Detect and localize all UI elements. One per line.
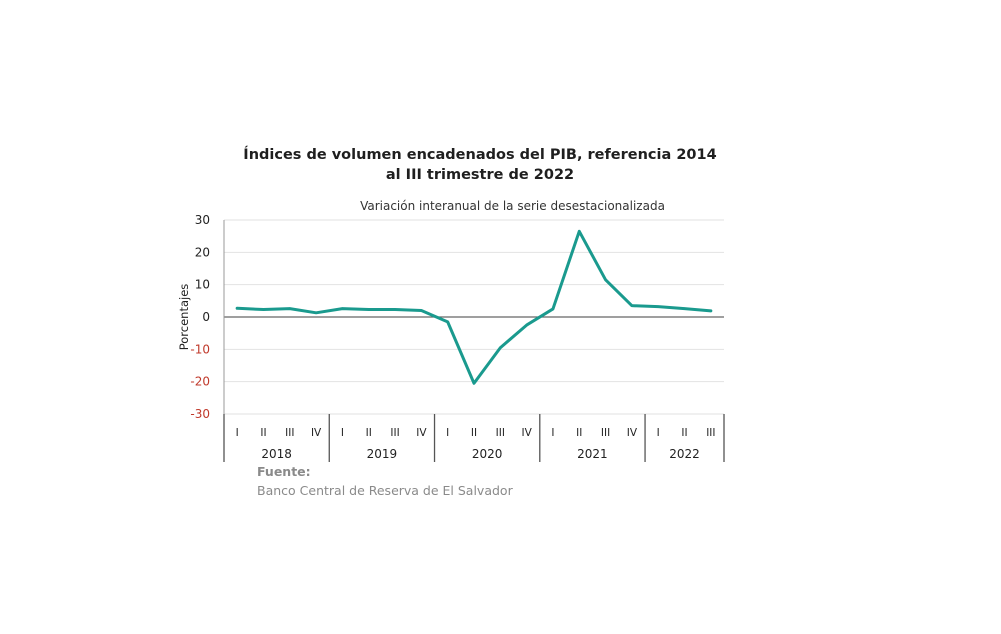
y-axis-label: Porcentajes: [177, 284, 191, 351]
data-point: [657, 305, 660, 308]
chart-title: Índices de volumen encadenados del PIB, …: [243, 147, 717, 163]
data-point: [472, 382, 476, 385]
data-point: [709, 309, 713, 313]
data-point: [525, 323, 528, 327]
y-tick-label: -30: [190, 407, 210, 421]
x-tick-label: IV: [521, 427, 532, 439]
series-line: [235, 229, 713, 385]
x-tick-label: II: [260, 427, 266, 439]
source-label: Fuente:: [257, 464, 311, 479]
x-tick-label: III: [390, 427, 399, 439]
x-tick-label: IV: [627, 427, 638, 439]
year-label: 2018: [261, 447, 292, 461]
data-point: [235, 307, 239, 310]
data-point: [262, 308, 265, 311]
data-point: [499, 346, 502, 349]
year-label: 2019: [367, 447, 398, 461]
x-tick-label: I: [657, 427, 660, 439]
x-tick-label: IV: [416, 427, 427, 439]
data-point: [393, 308, 397, 311]
y-tick-label: 10: [195, 278, 210, 292]
y-tick-label: 30: [195, 213, 210, 227]
year-label: 2022: [669, 447, 700, 461]
x-tick-label: II: [366, 427, 372, 439]
x-tick-label: I: [446, 427, 449, 439]
y-tick-label: -10: [190, 342, 210, 356]
y-tick-label: -20: [190, 375, 210, 389]
x-tick-label: III: [706, 427, 715, 439]
x-tick-label: III: [496, 427, 505, 439]
data-point: [288, 307, 291, 310]
data-point: [420, 309, 423, 312]
data-point: [367, 308, 370, 311]
x-tick-label: I: [551, 427, 554, 439]
chart-title-line-2: al III trimestre de 2022: [385, 167, 575, 183]
data-point: [683, 307, 686, 310]
y-tick-label: 0: [202, 310, 210, 324]
data-point: [604, 278, 607, 282]
year-label: 2020: [472, 447, 503, 461]
x-tick-label: III: [601, 427, 610, 439]
year-label: 2021: [577, 447, 608, 461]
data-point: [551, 307, 555, 311]
x-tick-label: II: [471, 427, 477, 439]
data-point: [314, 311, 318, 314]
data-point: [446, 320, 449, 324]
y-tick-label: 20: [195, 245, 210, 259]
x-tick-label: II: [576, 427, 582, 439]
x-tick-label: I: [236, 427, 239, 439]
x-tick-label: II: [681, 427, 687, 439]
data-point: [341, 307, 344, 310]
chart-subtitle: Variación interanual de la serie desesta…: [360, 199, 665, 213]
data-point: [630, 304, 634, 307]
x-tick-label: I: [341, 427, 344, 439]
x-tick-label: III: [285, 427, 294, 439]
source-text: Banco Central de Reserva de El Salvador: [257, 483, 513, 498]
x-tick-label: IV: [311, 427, 322, 439]
data-point: [578, 230, 581, 233]
